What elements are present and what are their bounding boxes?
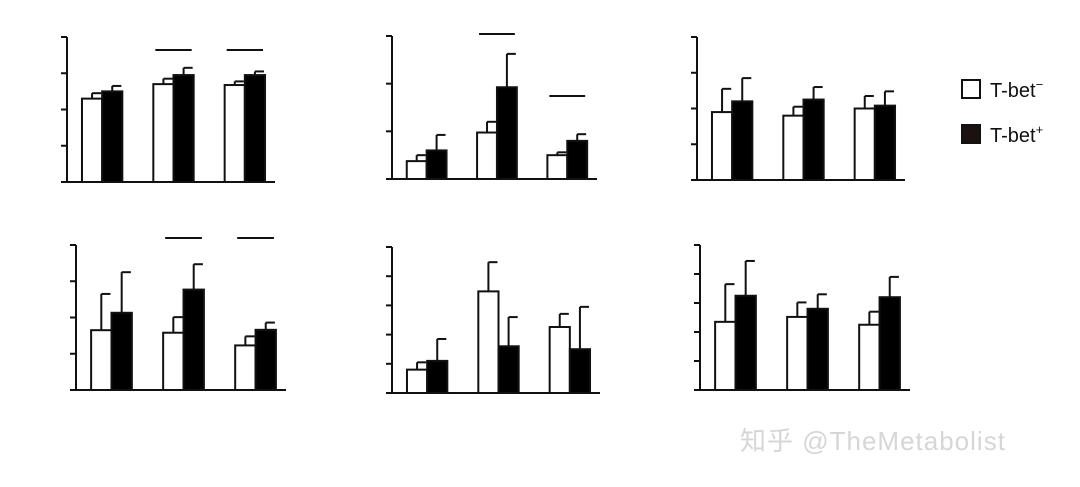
bar-tbet-neg: [853, 107, 876, 181]
bar-tbet-pos: [110, 311, 133, 392]
bar-tbet-pos: [731, 100, 754, 181]
panel-2: [691, 36, 905, 181]
legend: T-bet−T-bet+: [961, 77, 1043, 147]
bar-tbet-neg: [714, 320, 737, 392]
bar-tbet-neg: [223, 84, 246, 183]
bar-tbet-neg: [858, 323, 881, 391]
bar-tbet-neg: [786, 315, 809, 392]
bar-tbet-pos: [425, 149, 448, 180]
bar-tbet-neg: [548, 326, 571, 394]
bar-tbet-pos: [254, 328, 277, 392]
bar-tbet-pos: [495, 86, 518, 180]
bar-tbet-pos: [172, 74, 195, 183]
bar-tbet-pos: [566, 139, 589, 181]
bar-tbet-neg: [152, 83, 175, 183]
bar-tbet-neg: [546, 154, 569, 181]
bar-tbet-neg: [476, 131, 498, 180]
watermark: 知乎 @TheMetabolist: [740, 426, 1006, 456]
legend-text: T-bet: [990, 80, 1036, 102]
bar-tbet-pos: [243, 74, 267, 183]
bar-tbet-pos: [426, 359, 449, 395]
panel-1: [386, 33, 597, 181]
legend-label: T-bet+: [990, 122, 1043, 147]
bar-tbet-pos: [568, 348, 592, 395]
bar-tbet-pos: [873, 104, 897, 181]
legend-swatch: [961, 79, 981, 99]
bar-tbet-neg: [80, 97, 104, 183]
bar-tbet-neg: [405, 368, 429, 395]
bar-tbet-neg: [405, 160, 428, 180]
bar-tbet-neg: [90, 329, 113, 391]
bar-tbet-neg: [710, 111, 734, 181]
bar-tbet-neg: [782, 114, 805, 181]
legend-text: T-bet: [990, 125, 1036, 147]
panel-0: [61, 36, 275, 183]
panel-4: [386, 246, 600, 395]
bar-tbet-pos: [497, 345, 520, 394]
bar-tbet-pos: [101, 90, 124, 183]
panel-5: [694, 244, 910, 392]
legend-superscript: −: [1036, 77, 1044, 92]
bar-tbet-pos: [878, 296, 901, 392]
bar-tbet-pos: [734, 294, 757, 391]
bar-tbet-pos: [806, 307, 829, 391]
bar-tbet-neg: [234, 344, 257, 392]
panel-3: [70, 237, 286, 392]
bar-tbet-neg: [162, 331, 185, 392]
bar-tbet-pos: [802, 98, 825, 181]
legend-swatch: [961, 124, 981, 144]
legend-superscript: +: [1036, 122, 1044, 137]
legend-label: T-bet−: [990, 77, 1043, 102]
bar-tbet-pos: [182, 288, 205, 391]
bar-tbet-neg: [477, 290, 500, 394]
